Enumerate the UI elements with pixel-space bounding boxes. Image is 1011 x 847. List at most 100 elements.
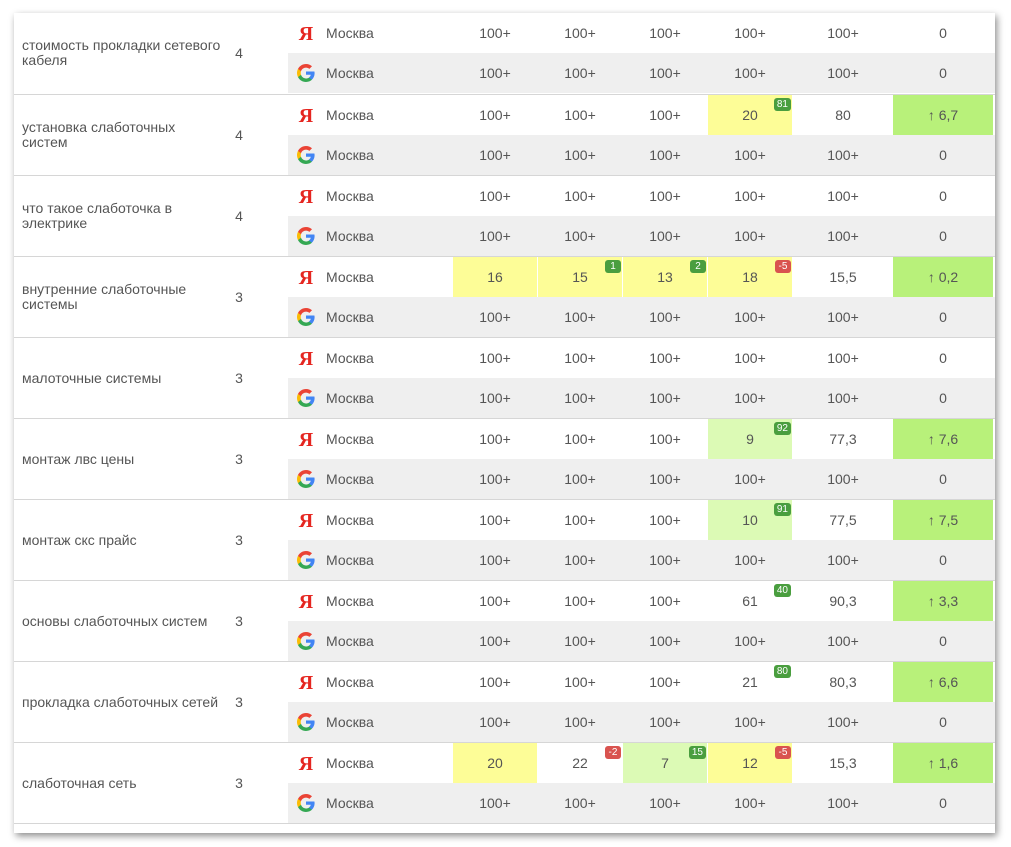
position-cell: 100+ bbox=[538, 581, 622, 621]
trend-value: 0 bbox=[939, 795, 947, 811]
google-row: Москва 100+ 100+ 100+ 100+ 100+ 0 bbox=[288, 459, 995, 499]
position-cell: 100+ bbox=[538, 783, 622, 823]
position-value: 100+ bbox=[479, 674, 511, 690]
position-value: 100+ bbox=[649, 65, 681, 81]
position-cell: 61 40 bbox=[708, 581, 792, 621]
position-value: 12 bbox=[742, 755, 758, 771]
yandex-icon: Я bbox=[296, 186, 316, 208]
position-cell: 100+ bbox=[708, 13, 792, 53]
keyword-phrase: внутренние слаботочные системы bbox=[22, 281, 187, 312]
position-value: 100+ bbox=[564, 350, 596, 366]
position-cell: 100+ bbox=[453, 338, 537, 378]
position-value: 100+ bbox=[734, 309, 766, 325]
position-value: 100+ bbox=[649, 512, 681, 528]
position-cell: 100+ bbox=[708, 783, 792, 823]
position-value: 100+ bbox=[564, 390, 596, 406]
yandex-row: Я Москва 100+ 100+ 100+ 100+ 100+ 0 bbox=[288, 176, 995, 216]
change-badge: -2 bbox=[605, 746, 621, 759]
region-label: Москва bbox=[326, 65, 374, 81]
keyword-phrase: что такое слаботочка в электрике bbox=[22, 200, 173, 231]
trend-value: ↑ 7,5 bbox=[893, 500, 993, 540]
position-cell: 100+ bbox=[453, 621, 537, 661]
trend-value: 0 bbox=[939, 309, 947, 325]
position-cell: 100+ bbox=[453, 13, 537, 53]
position-cell: 100+ bbox=[623, 783, 707, 823]
position-cell: 12 -5 bbox=[708, 743, 792, 783]
position-value: 100+ bbox=[479, 147, 511, 163]
position-value: 100+ bbox=[479, 431, 511, 447]
keyword-group: монтаж лвс цены 3 Я Москва 100+ 100+ 100+ 9 92… bbox=[14, 419, 995, 500]
position-value: 100+ bbox=[479, 512, 511, 528]
position-cell: 100+ bbox=[538, 95, 622, 135]
position-cell: 100+ bbox=[623, 176, 707, 216]
yandex-icon: Я bbox=[296, 267, 316, 289]
position-value: 100+ bbox=[649, 188, 681, 204]
google-row: Москва 100+ 100+ 100+ 100+ 100+ 0 bbox=[288, 297, 995, 337]
keyword-group: внутренние слаботочные системы 3 Я Москва… bbox=[14, 257, 995, 338]
region-label: Москва bbox=[326, 431, 374, 447]
position-value: 100+ bbox=[649, 25, 681, 41]
keyword-phrase: монтаж лвс цены bbox=[22, 450, 135, 467]
svg-text:Я: Я bbox=[299, 429, 314, 449]
position-cell: 100+ bbox=[708, 702, 792, 742]
position-cell: 100+ bbox=[623, 419, 707, 459]
keyword-phrase: малоточные системы bbox=[22, 369, 162, 386]
position-value: 100+ bbox=[734, 390, 766, 406]
position-cell: 16 bbox=[453, 257, 537, 297]
trend-value: ↑ 1,6 bbox=[893, 743, 993, 783]
region-label: Москва bbox=[326, 633, 374, 649]
average-position: 100+ bbox=[827, 309, 859, 325]
google-icon bbox=[296, 226, 316, 246]
region-label: Москва bbox=[326, 714, 374, 730]
position-cell: 100+ bbox=[453, 135, 537, 175]
average-position: 90,3 bbox=[829, 593, 857, 609]
position-cell: 100+ bbox=[708, 459, 792, 499]
position-value: 100+ bbox=[479, 25, 511, 41]
google-row: Москва 100+ 100+ 100+ 100+ 100+ 0 bbox=[288, 540, 995, 580]
keyword-phrase: установка слаботочных систем bbox=[22, 119, 176, 150]
average-position: 100+ bbox=[827, 25, 859, 41]
keyword-frequency: 4 bbox=[235, 45, 243, 61]
position-cell: 100+ bbox=[453, 297, 537, 337]
position-value: 100+ bbox=[479, 65, 511, 81]
position-value: 100+ bbox=[564, 795, 596, 811]
region-label: Москва bbox=[326, 269, 374, 285]
yandex-row: Я Москва 20 22 -2 7 15 12 -5 15,3 ↑ 1,6 bbox=[288, 743, 995, 783]
trend-value: 0 bbox=[939, 25, 947, 41]
position-cell: 100+ bbox=[538, 378, 622, 418]
keyword-group: монтаж скс прайс 3 Я Москва 100+ 100+ 100+ 10… bbox=[14, 500, 995, 581]
position-cell: 9 92 bbox=[708, 419, 792, 459]
position-value: 100+ bbox=[649, 390, 681, 406]
google-row: Москва 100+ 100+ 100+ 100+ 100+ 0 bbox=[288, 378, 995, 418]
yandex-row: Я Москва 100+ 100+ 100+ 100+ 100+ 0 bbox=[288, 338, 995, 378]
change-badge: 91 bbox=[773, 503, 791, 516]
position-cell: 100+ bbox=[453, 459, 537, 499]
google-row: Москва 100+ 100+ 100+ 100+ 100+ 0 bbox=[288, 783, 995, 823]
trend-value: 0 bbox=[939, 188, 947, 204]
position-cell: 21 80 bbox=[708, 662, 792, 702]
yandex-row: Я Москва 100+ 100+ 100+ 21 80 80,3 ↑ 6,6 bbox=[288, 662, 995, 702]
region-label: Москва bbox=[326, 593, 374, 609]
position-cell: 100+ bbox=[708, 338, 792, 378]
google-row: Москва 100+ 100+ 100+ 100+ 100+ 0 bbox=[288, 702, 995, 742]
position-value: 100+ bbox=[564, 512, 596, 528]
position-cell: 100+ bbox=[538, 216, 622, 256]
trend-value: 0 bbox=[939, 552, 947, 568]
position-value: 13 bbox=[657, 269, 673, 285]
position-cell: 100+ bbox=[538, 500, 622, 540]
position-value: 61 bbox=[742, 593, 758, 609]
keyword-group: установка слаботочных систем 4 Я Москва 10… bbox=[14, 95, 995, 176]
keyword-phrase: прокладка слаботочных сетей bbox=[22, 693, 219, 710]
region-label: Москва bbox=[326, 512, 374, 528]
position-value: 100+ bbox=[649, 309, 681, 325]
position-value: 100+ bbox=[649, 714, 681, 730]
position-cell: 100+ bbox=[538, 702, 622, 742]
keyword-frequency: 4 bbox=[235, 208, 243, 224]
position-cell: 100+ bbox=[538, 176, 622, 216]
yandex-icon: Я bbox=[296, 348, 316, 370]
position-value: 100+ bbox=[649, 147, 681, 163]
position-cell: 100+ bbox=[538, 540, 622, 580]
region-label: Москва bbox=[326, 188, 374, 204]
region-label: Москва bbox=[326, 309, 374, 325]
position-cell: 100+ bbox=[623, 95, 707, 135]
